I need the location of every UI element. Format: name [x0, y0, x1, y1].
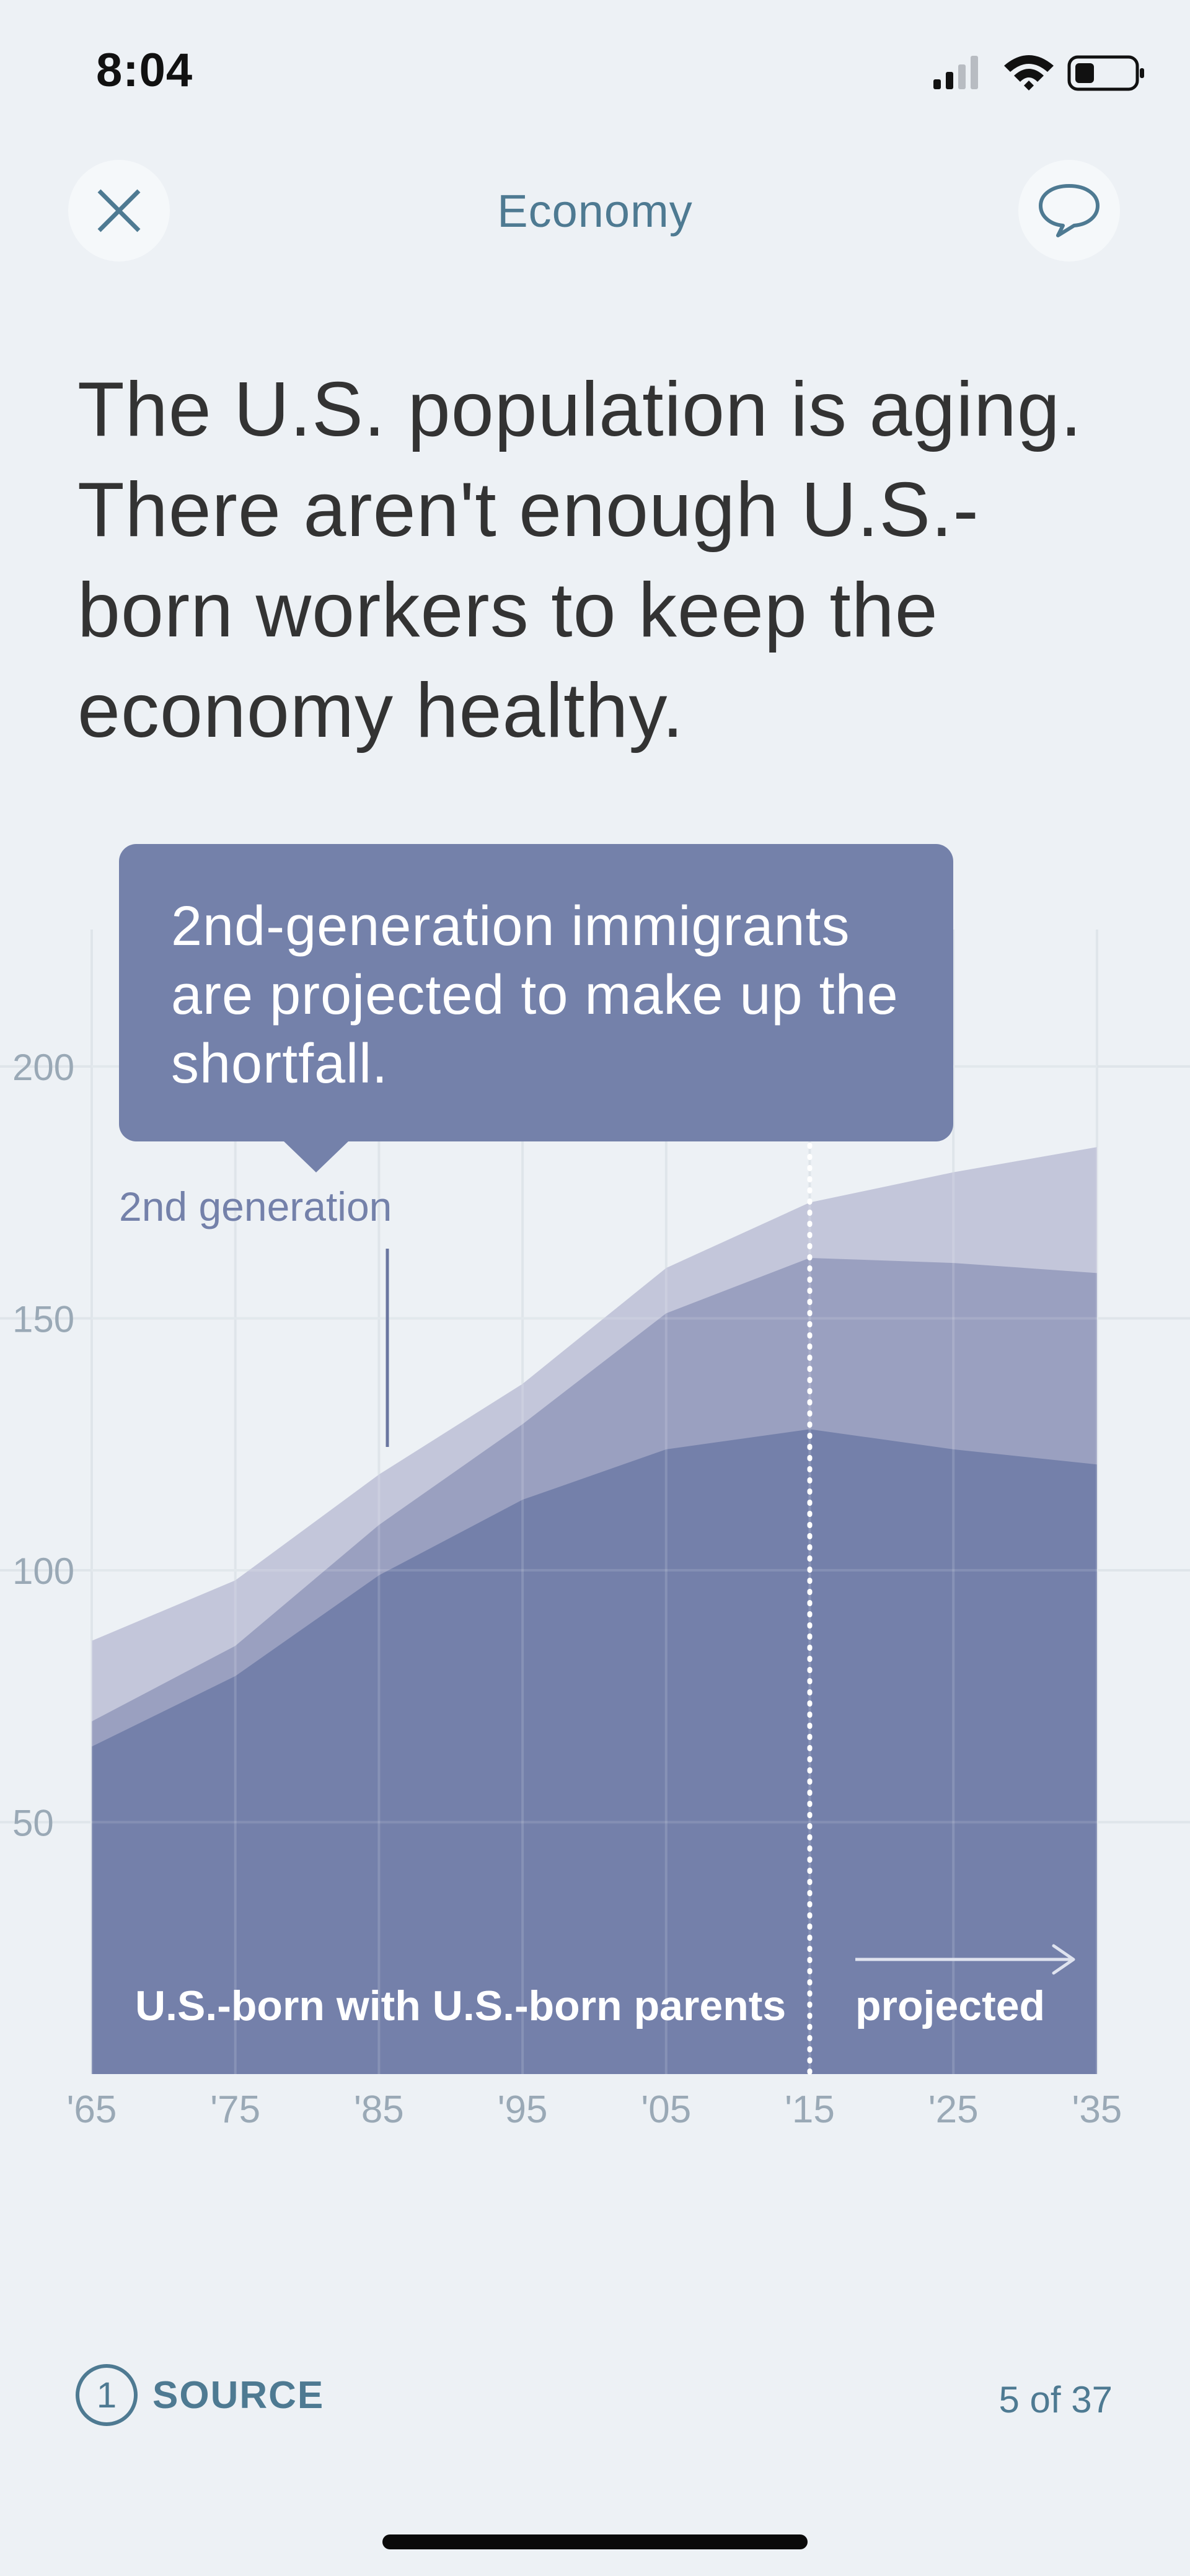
callout-text: 2nd-generation immigrants are projected … — [171, 895, 899, 1095]
callout-tooltip: 2nd-generation immigrants are projected … — [119, 844, 953, 1141]
battery-icon — [1067, 55, 1144, 91]
wifi-icon — [1004, 55, 1054, 90]
close-icon — [97, 189, 141, 232]
page-counter: 5 of 37 — [998, 2379, 1113, 2420]
y-tick-label: 100 — [12, 1550, 74, 1592]
source-number-badge: 1 — [76, 2364, 138, 2426]
y-tick-label: 200 — [12, 1047, 74, 1088]
footer: 1 SOURCE 5 of 37 — [0, 2355, 1190, 2454]
callout-pointer — [283, 1140, 350, 1172]
x-tick-label: '95 — [498, 2088, 548, 2131]
section-title: Economy — [497, 185, 693, 237]
x-tick-label: '85 — [354, 2088, 404, 2131]
series-label-base: U.S.-born with U.S.-born parents — [135, 1982, 786, 2029]
projected-arrow-icon — [1052, 1944, 1075, 1975]
projected-label: projected — [855, 1982, 1045, 2029]
source-label: SOURCE — [152, 2373, 325, 2417]
headline: The U.S. population is aging. There aren… — [77, 367, 1083, 754]
x-tick-label: '25 — [928, 2088, 979, 2131]
x-tick-label: '05 — [641, 2088, 691, 2131]
status-icons — [923, 48, 1147, 98]
chart-caption: working-age population (25–65), in milli… — [247, 2197, 955, 2200]
x-tick-label: '65 — [67, 2088, 117, 2131]
close-button[interactable] — [68, 160, 170, 262]
x-tick-label: '15 — [785, 2088, 835, 2131]
y-tick-label: 150 — [12, 1299, 74, 1340]
source-button[interactable]: 1 SOURCE — [76, 2361, 324, 2429]
comment-icon — [1039, 184, 1100, 237]
top-nav-bar: Economy — [0, 155, 1190, 266]
x-tick-label: '75 — [210, 2088, 260, 2131]
cellular-signal-icon — [933, 56, 978, 89]
y-tick-label: 50 — [12, 1803, 54, 1844]
comment-button[interactable] — [1018, 160, 1120, 262]
series-label-2nd-generation: 2nd generation — [119, 1184, 392, 1229]
x-tick-label: '35 — [1072, 2088, 1122, 2131]
area-series-1 — [92, 1429, 1097, 2074]
status-bar: 8:04 — [0, 0, 1190, 143]
status-time: 8:04 — [96, 44, 193, 97]
home-indicator[interactable] — [382, 2534, 808, 2549]
